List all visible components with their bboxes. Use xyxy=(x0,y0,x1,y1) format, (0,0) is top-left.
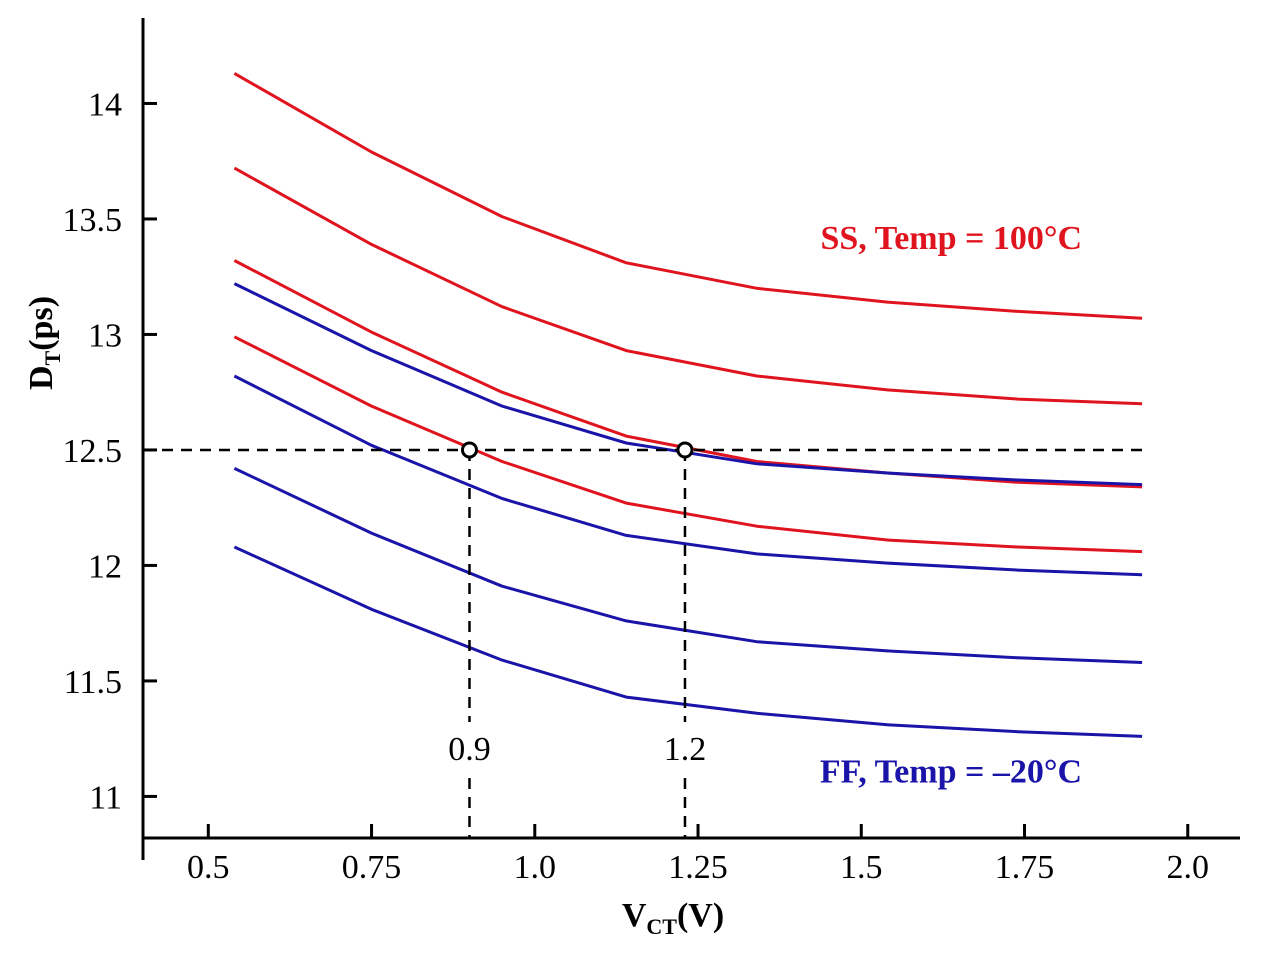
ff-series-line xyxy=(233,467,1143,664)
ff-series-line xyxy=(233,374,1143,577)
label-layer: DT(ps) VCT(V) SS, Temp = 100°C FF, Temp =… xyxy=(23,220,1082,939)
x-tick-label: 1.25 xyxy=(668,849,728,886)
ff-series-line xyxy=(233,545,1143,738)
marker-label: 1.2 xyxy=(664,731,707,768)
y-tick-label: 11 xyxy=(89,779,122,816)
ss-series-line xyxy=(233,166,1143,406)
x-tick-label: 1.0 xyxy=(514,849,557,886)
x-tick-label: 0.75 xyxy=(342,849,402,886)
ff-annotation: FF, Temp = –20°C xyxy=(820,754,1082,791)
ss-series-line xyxy=(233,72,1143,320)
axes-layer xyxy=(141,18,1240,860)
tick-layer: 0.5 0.75 1.0 1.25 1.5 1.75 2.0 11 11.5 12 12.5 13 13… xyxy=(63,86,1210,886)
x-axis-title: VCT(V) xyxy=(622,897,724,939)
x-tick-label: 2.0 xyxy=(1167,849,1210,886)
reference-layer: 0.9 1.2 xyxy=(143,441,1143,838)
y-axis-title: DT(ps) xyxy=(23,296,65,390)
y-tick-label: 12 xyxy=(88,548,122,585)
y-tick-label: 13.5 xyxy=(63,202,123,239)
y-tick-label: 13 xyxy=(88,317,122,354)
y-tick-label: 14 xyxy=(88,86,122,123)
x-tick-label: 0.5 xyxy=(187,849,230,886)
curve-layer xyxy=(233,72,1143,738)
x-tick-label: 1.5 xyxy=(840,849,883,886)
ss-annotation: SS, Temp = 100°C xyxy=(820,220,1082,257)
intersection-marker xyxy=(460,441,478,459)
marker-label: 0.9 xyxy=(448,731,491,768)
ss-series-line xyxy=(233,335,1143,554)
y-tick-label: 11.5 xyxy=(64,664,122,701)
x-tick-label: 1.75 xyxy=(995,849,1055,886)
intersection-marker xyxy=(676,441,694,459)
y-tick-label: 12.5 xyxy=(63,433,123,470)
